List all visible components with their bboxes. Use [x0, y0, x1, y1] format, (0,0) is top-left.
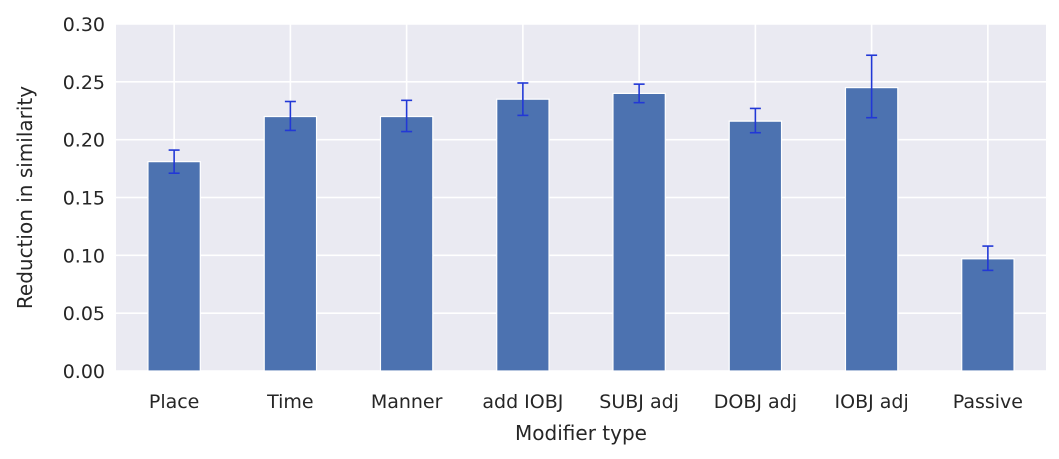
bar [844, 87, 899, 372]
x-tick-label: DOBJ adj [714, 391, 797, 413]
x-axis-label: Modifier type [515, 421, 647, 445]
x-tick-label: SUBJ adj [599, 391, 679, 413]
error-bar [284, 100, 296, 132]
x-tick-label: Passive [953, 391, 1023, 413]
y-axis-label: Reduction in similarity [13, 86, 37, 309]
x-tick-label: Time [266, 391, 314, 413]
x-tick-label: Manner [371, 391, 443, 413]
error-bar [749, 107, 761, 134]
bar [147, 161, 201, 372]
bar [379, 115, 434, 372]
x-tick-label: IOBJ adj [835, 391, 909, 413]
y-tick-label: 0.25 [63, 72, 105, 94]
error-bar [517, 82, 529, 117]
y-tick-label: 0.10 [63, 245, 105, 267]
x-tick-label: Place [149, 391, 200, 413]
y-tick-label: 0.20 [63, 130, 105, 152]
y-tick-label: 0.00 [63, 361, 105, 383]
error-bar [633, 83, 645, 104]
y-tick-label: 0.05 [63, 303, 105, 325]
bar [728, 120, 783, 372]
y-tick-label: 0.15 [63, 188, 105, 210]
y-tick-labels: 0.00 0.05 0.10 0.15 0.20 0.25 0.30 [63, 14, 105, 383]
error-bar [866, 54, 878, 119]
error-bar [982, 245, 994, 272]
bar [612, 92, 666, 372]
bar [263, 115, 318, 372]
bars [147, 87, 1015, 372]
bar [496, 98, 550, 372]
error-bar [401, 99, 413, 133]
x-tick-labels: Place Time Manner add IOBJ SUBJ adj DOBJ adj I… [149, 391, 1023, 413]
error-bars [168, 54, 994, 272]
bar [961, 258, 1015, 372]
x-tick-label: add IOBJ [482, 391, 563, 413]
error-bar [168, 149, 180, 175]
y-tick-label: 0.30 [63, 14, 105, 36]
